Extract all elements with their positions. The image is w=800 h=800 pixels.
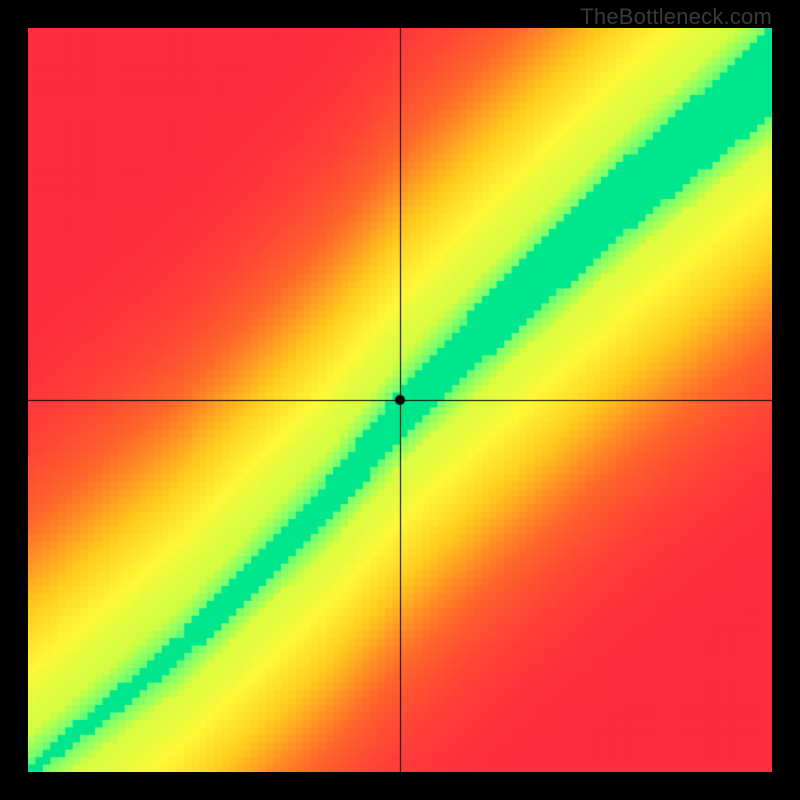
watermark-text: TheBottleneck.com [580,4,772,30]
chart-frame: TheBottleneck.com [0,0,800,800]
bottleneck-heatmap [28,28,772,772]
